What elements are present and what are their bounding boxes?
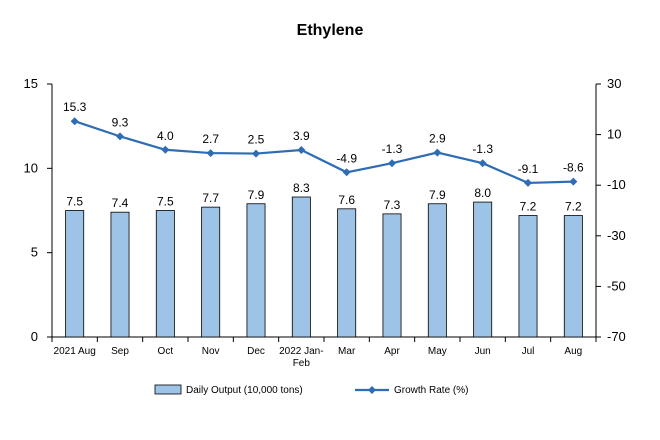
bar-data-label: 7.5 — [66, 195, 83, 209]
legend-line-label: Growth Rate (%) — [394, 385, 468, 396]
growth-rate-marker — [297, 146, 306, 155]
growth-rate-marker — [116, 132, 124, 141]
bar-data-label: 7.5 — [157, 195, 174, 209]
right-y-tick-label: -50 — [607, 278, 626, 293]
x-tick-label: 2021 Aug — [54, 346, 96, 357]
bar-data-label: 7.7 — [202, 191, 219, 205]
growth-rate-marker — [342, 168, 351, 177]
right-y-tick-label: -30 — [607, 228, 626, 243]
bar — [518, 215, 538, 338]
growth-rate-data-label: -1.3 — [472, 142, 493, 156]
bar — [427, 203, 447, 338]
growth-rate-marker — [70, 117, 79, 126]
chart-title: Ethylene — [296, 22, 364, 39]
x-tick-label: 2022 Jan- — [279, 346, 323, 357]
bar-data-label: 7.4 — [112, 196, 129, 210]
right-y-tick-label: -70 — [607, 329, 626, 344]
growth-rate-marker — [161, 145, 170, 154]
legend-bar-swatch — [154, 384, 182, 395]
growth-rate-data-label: 3.9 — [293, 129, 310, 143]
bar — [382, 213, 402, 338]
bar — [65, 210, 85, 338]
bar — [473, 201, 493, 338]
growth-rate-marker — [252, 149, 260, 158]
right-y-tick-label: 30 — [607, 76, 621, 91]
growth-rate-line — [74, 120, 574, 185]
bar-data-label: 7.9 — [429, 188, 446, 202]
x-tick-label: Oct — [158, 346, 174, 357]
bar — [110, 211, 130, 338]
bar — [155, 210, 175, 338]
left-y-tick-label: 5 — [31, 245, 38, 260]
growth-rate-marker — [433, 148, 442, 157]
bar-data-label: 8.3 — [293, 181, 310, 195]
bar — [337, 208, 357, 338]
growth-rate-data-label: -4.9 — [336, 151, 357, 165]
bar-data-label: 7.6 — [338, 193, 355, 207]
bar-data-label: 7.2 — [565, 200, 582, 214]
bar — [563, 215, 583, 338]
right-y-tick-label: -10 — [607, 177, 626, 192]
right-y-tick-label: 10 — [607, 127, 621, 142]
left-y-tick-label: 10 — [24, 160, 38, 175]
bar — [201, 206, 221, 338]
growth-rate-marker — [206, 149, 215, 158]
x-tick-label: Apr — [384, 346, 400, 357]
bar — [246, 203, 266, 338]
growth-rate-marker — [524, 178, 532, 187]
growth-rate-data-label: -1.3 — [382, 142, 403, 156]
growth-rate-data-label: 2.7 — [202, 132, 219, 146]
x-tick-label: Dec — [247, 346, 265, 357]
growth-rate-data-label: 9.3 — [112, 115, 129, 129]
growth-rate-marker — [388, 159, 396, 168]
bar-data-label: 7.3 — [384, 198, 401, 212]
x-tick-label: May — [428, 346, 447, 357]
x-tick-label: Sep — [111, 346, 129, 357]
bar-data-label: 7.2 — [520, 200, 537, 214]
growth-rate-data-label: 2.5 — [248, 133, 265, 147]
legend: Daily Output (10,000 tons) Growth Rate (%… — [154, 384, 468, 396]
x-tick-label: Feb — [293, 358, 311, 369]
legend-line-marker — [368, 386, 376, 394]
x-tick-label: Jul — [522, 346, 535, 357]
x-tick-label: Nov — [202, 346, 220, 357]
left-y-tick-label: 0 — [31, 329, 38, 344]
growth-rate-data-label: 4.0 — [157, 129, 174, 143]
growth-rate-data-label: 2.9 — [429, 132, 446, 146]
x-tick-label: Aug — [564, 346, 582, 357]
plot-area: 0 5 10 15 -70 -50 -30 -10 10 30 7.5 7.4 7.5 7.7 7.9 8.3… — [24, 76, 626, 369]
left-y-tick-label: 15 — [24, 76, 38, 91]
growth-rate-data-label: -8.6 — [563, 161, 584, 175]
bar — [291, 196, 311, 338]
x-tick-label: Mar — [338, 346, 356, 357]
bar-data-label: 8.0 — [474, 186, 491, 200]
x-tick-label: Jun — [475, 346, 491, 357]
growth-rate-marker — [478, 159, 487, 168]
growth-rate-data-label: -9.1 — [518, 162, 539, 176]
bar-data-label: 7.9 — [248, 188, 265, 202]
growth-rate-data-label: 15.3 — [63, 100, 87, 114]
growth-rate-marker — [569, 177, 578, 186]
legend-bar-label: Daily Output (10,000 tons) — [186, 385, 303, 396]
